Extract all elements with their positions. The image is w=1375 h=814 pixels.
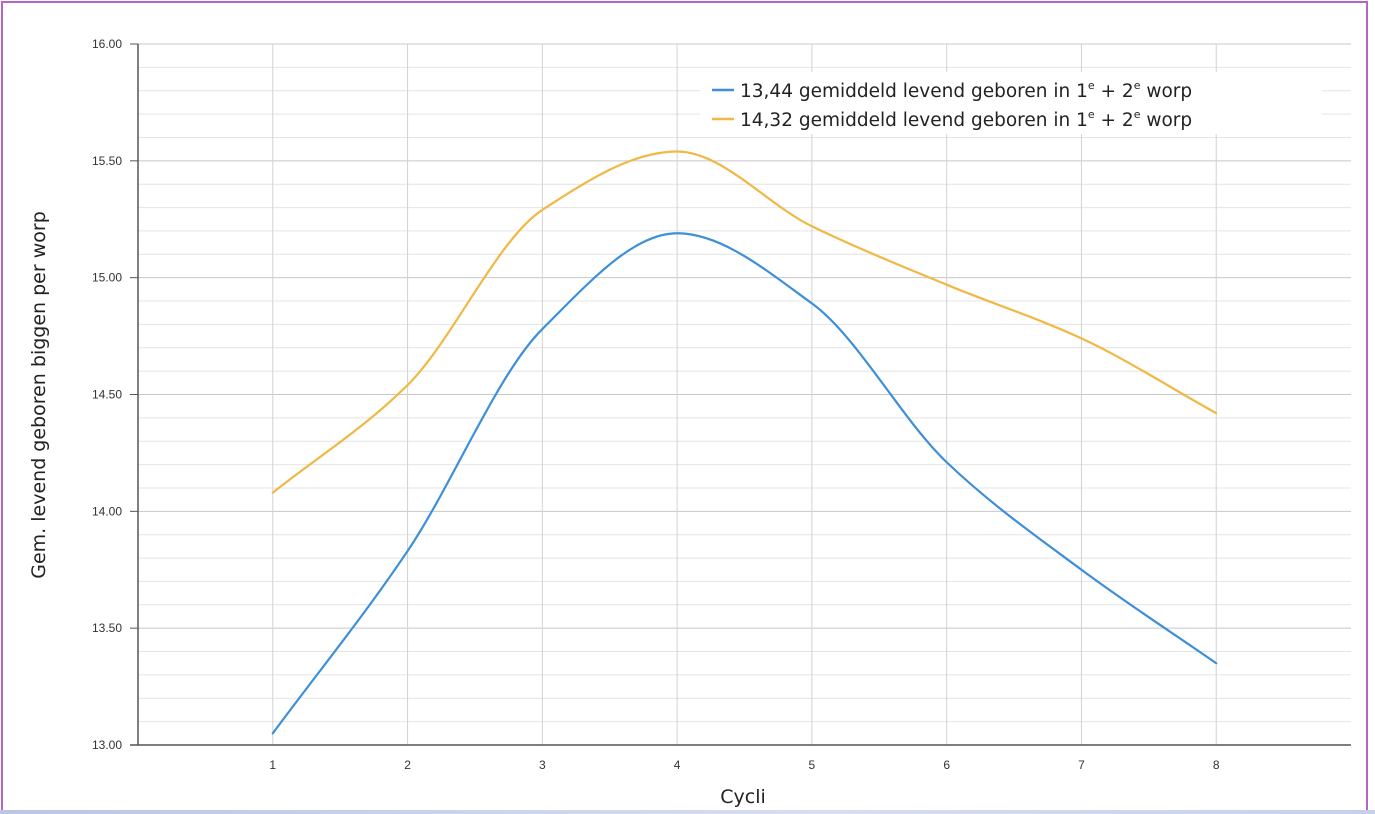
x-tick-label: 7 bbox=[1078, 758, 1085, 772]
x-tick-label: 5 bbox=[809, 758, 816, 772]
y-tick-labels: 13.00 13.50 14.00 14.50 15.00 15.50 16.00 bbox=[92, 37, 122, 752]
y-tick-label: 15.00 bbox=[92, 271, 122, 285]
legend-background bbox=[700, 72, 1322, 134]
y-axis-title: Gem. levend geboren biggen per worp bbox=[28, 211, 50, 579]
legend-label-series-1: 13,44 gemiddeld levend geboren in 1e + 2… bbox=[740, 79, 1192, 102]
series-line-1 bbox=[271, 232, 1218, 735]
grid-lines bbox=[138, 43, 1351, 746]
y-tick-label: 15.50 bbox=[92, 154, 122, 168]
x-tick-label: 8 bbox=[1213, 758, 1220, 772]
series-lines bbox=[271, 150, 1218, 735]
legend-item-series-1: 13,44 gemiddeld levend geboren in 1e + 2… bbox=[712, 79, 1192, 102]
x-tick-label: 4 bbox=[674, 758, 681, 772]
legend: 13,44 gemiddeld levend geboren in 1e + 2… bbox=[700, 72, 1322, 134]
x-tick-label: 6 bbox=[943, 758, 950, 772]
y-tick-label: 13.00 bbox=[92, 738, 122, 752]
page-bottom-strip bbox=[0, 810, 1375, 814]
x-axis-title: Cycli bbox=[720, 786, 766, 808]
y-tick-label: 13.50 bbox=[92, 621, 122, 635]
axes bbox=[130, 43, 1351, 746]
y-tick-label: 16.00 bbox=[92, 37, 122, 51]
legend-item-series-2: 14,32 gemiddeld levend geboren in 1e + 2… bbox=[712, 108, 1192, 131]
x-tick-label: 2 bbox=[404, 758, 411, 772]
y-tick-label: 14.50 bbox=[92, 388, 122, 402]
y-tick-label: 14.00 bbox=[92, 504, 122, 518]
legend-label-series-2: 14,32 gemiddeld levend geboren in 1e + 2… bbox=[740, 108, 1192, 131]
series-line-2 bbox=[271, 150, 1218, 494]
x-tick-label: 1 bbox=[269, 758, 276, 772]
x-tick-labels: 1 2 3 4 5 6 7 8 bbox=[269, 758, 1219, 772]
x-tick-label: 3 bbox=[539, 758, 546, 772]
